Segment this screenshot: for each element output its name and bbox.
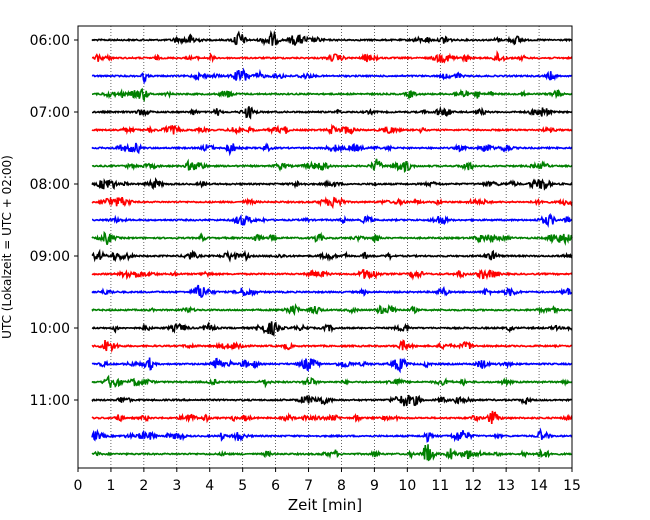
plot-background [78,26,572,468]
plot-frame [77,25,573,469]
x-tick-label: 13 [497,478,515,494]
trace-line [91,339,573,354]
trace-line [91,67,573,85]
y-tick-label: 11:00 [30,393,70,409]
trace-line [91,302,573,317]
x-tick-label: 11 [431,478,449,494]
x-tick-label: 3 [172,478,181,494]
trace-line [91,427,573,443]
y-tick-label: 06:00 [30,33,70,49]
trace-line [91,177,573,191]
x-tick-label: 9 [370,478,379,494]
x-axis-label: Zeit [min] [288,496,362,514]
x-tick-label: 5 [238,478,247,494]
trace-line [91,50,573,64]
trace-line [91,410,573,424]
trace-line [91,196,573,210]
x-tick-label: 6 [271,478,280,494]
y-tick-label: 07:00 [30,105,70,121]
y-tick-label: 08:00 [30,177,70,193]
trace-line [91,268,573,281]
trace-line [91,357,573,374]
trace-line [91,158,573,173]
x-tick-label: 7 [304,478,313,494]
x-tick-label: 15 [563,478,581,494]
trace-line [91,29,573,47]
x-tick-label: 2 [139,478,148,494]
trace-line [91,212,573,228]
x-tick-label: 4 [205,478,214,494]
y-tick-label: 09:00 [30,249,70,265]
trace-line [91,444,573,462]
trace-rows [91,29,573,462]
trace-line [91,394,573,407]
y-axis-ticks: 06:00 07:00 08:00 09:00 10:00 11:00 [30,33,78,409]
trace-line [91,87,573,103]
x-tick-label: 0 [74,478,83,494]
trace-line [91,248,573,263]
y-tick-label: 10:00 [30,321,70,337]
trace-line [91,374,573,389]
x-tick-label: 14 [530,478,548,494]
x-tick-label: 1 [106,478,115,494]
trace-line [91,142,573,157]
trace-line [91,321,573,338]
x-tick-label: 10 [398,478,416,494]
y-axis-label: UTC (Lokalzeit = UTC + 02:00) [0,155,14,339]
trace-line [91,105,573,120]
trace-line [91,284,573,298]
x-tick-label: 8 [337,478,346,494]
trace-line [91,230,573,246]
trace-line [91,123,573,136]
x-tick-label: 12 [464,478,482,494]
x-axis-ticks: 0 1 2 3 4 5 6 7 8 9 10 11 12 13 14 15 [74,468,581,494]
